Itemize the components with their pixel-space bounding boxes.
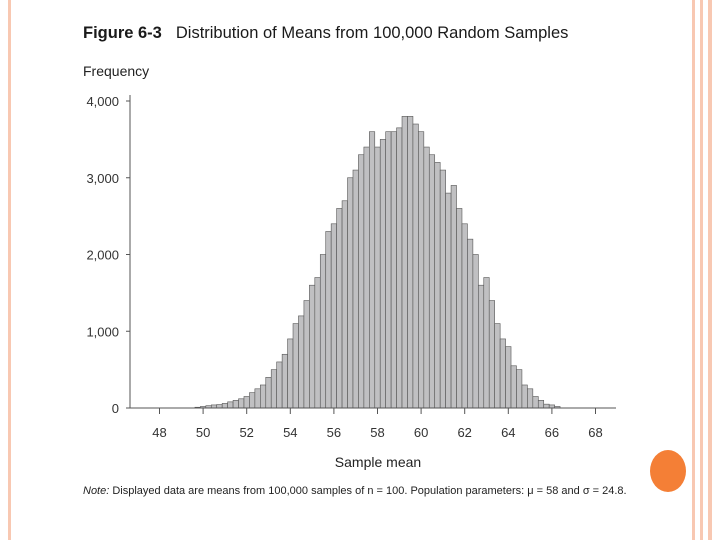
accent-dot <box>650 450 686 492</box>
y-axis-label: Frequency <box>83 63 149 79</box>
histogram-bar <box>521 384 528 409</box>
left-stripe <box>8 0 11 540</box>
x-tick-label: 48 <box>152 425 166 440</box>
histogram-bar <box>439 169 446 409</box>
histogram-bar <box>527 388 534 409</box>
histogram-bar <box>532 396 539 409</box>
histogram-bar <box>423 146 430 409</box>
histogram-bar <box>374 146 381 409</box>
histogram-bar <box>249 392 256 409</box>
histogram-bar <box>303 300 310 409</box>
histogram-bar <box>472 254 479 409</box>
histogram-bar <box>358 154 365 409</box>
histogram-bar <box>276 361 283 409</box>
histogram-bar <box>390 131 397 409</box>
histogram-bar <box>314 277 321 409</box>
y-tick-label: 0 <box>112 401 119 416</box>
histogram-bar <box>369 131 376 409</box>
histogram-bar <box>270 369 277 409</box>
histogram-bar <box>379 139 386 409</box>
histogram-bar <box>396 127 403 409</box>
histogram-bar <box>330 223 337 409</box>
x-tick-label: 56 <box>327 425 341 440</box>
histogram-bar <box>319 254 327 409</box>
histogram-bar <box>412 123 419 409</box>
bars-group <box>194 116 561 409</box>
histogram-bar <box>428 154 436 409</box>
x-axis-label: Sample mean <box>335 454 421 470</box>
histogram-bar <box>488 300 495 409</box>
y-tick-label: 2,000 <box>86 248 119 263</box>
histogram-bar <box>537 400 545 409</box>
y-tick-label: 3,000 <box>86 171 119 186</box>
histogram-bar <box>347 177 354 409</box>
histogram-bar <box>516 369 523 409</box>
y-tick-label: 4,000 <box>86 94 119 109</box>
axes-group: 0 1,000 2,000 3,000 4,000 48 50 52 54 56 58 60 62 64 6… <box>83 63 616 470</box>
x-tick-label: 68 <box>588 425 602 440</box>
histogram-bar <box>505 346 512 409</box>
right-stripe-3 <box>708 0 712 540</box>
figure-number: Figure 6-3 <box>83 24 162 42</box>
chart-note: Note: Displayed data are means from 100,… <box>83 484 653 499</box>
histogram-bar <box>298 315 305 409</box>
histogram-bar <box>385 131 392 409</box>
histogram-bar <box>221 403 228 409</box>
histogram-bar <box>456 208 463 409</box>
histogram-bar <box>265 376 272 409</box>
x-tick-label: 52 <box>239 425 253 440</box>
histogram-bar <box>418 131 425 409</box>
histogram-bar <box>461 223 468 409</box>
histogram-bar <box>227 401 234 409</box>
x-tick-label: 58 <box>370 425 384 440</box>
histogram-bar <box>450 185 457 409</box>
histogram-bar <box>309 284 316 409</box>
histogram-bar <box>254 388 261 409</box>
right-stripe-1 <box>692 0 695 540</box>
histogram-bar <box>287 338 294 409</box>
x-tick-label: 54 <box>283 425 297 440</box>
histogram-bar <box>260 384 267 409</box>
histogram-bar <box>292 323 299 409</box>
histogram-bar <box>216 404 223 409</box>
histogram-bar <box>238 398 245 409</box>
histogram-bar <box>478 284 485 409</box>
histogram-bar <box>499 338 506 409</box>
histogram-bar <box>467 238 474 409</box>
x-tick-label: 60 <box>414 425 428 440</box>
histogram-bar <box>494 323 501 409</box>
histogram-bar <box>510 365 517 409</box>
x-tick-label: 66 <box>545 425 559 440</box>
histogram-bar <box>543 403 550 409</box>
histogram-bar <box>352 169 359 409</box>
histogram-bar <box>336 208 343 409</box>
histogram-bar <box>243 396 250 409</box>
histogram-bar <box>445 192 452 409</box>
y-tick-label: 1,000 <box>86 324 119 339</box>
histogram-bar <box>232 400 239 409</box>
histogram-bar <box>341 200 348 409</box>
x-tick-label: 50 <box>196 425 210 440</box>
x-tick-label: 62 <box>457 425 471 440</box>
histogram-bar <box>363 146 370 409</box>
x-tick-label: 64 <box>501 425 515 440</box>
histogram-bar <box>325 231 332 409</box>
note-label: Note: <box>83 485 110 497</box>
right-stripe-2 <box>700 0 703 540</box>
histogram-bar <box>407 116 414 409</box>
figure-caption: Distribution of Means from 100,000 Rando… <box>175 24 569 42</box>
note-text: Displayed data are means from 100,000 sa… <box>112 485 627 497</box>
histogram-bar <box>483 277 490 409</box>
figure-title: Figure 6-3 Distribution of Means from 100… <box>83 24 568 43</box>
histogram-bar <box>281 353 288 409</box>
histogram-bar <box>434 162 441 409</box>
histogram-bar <box>401 116 408 409</box>
